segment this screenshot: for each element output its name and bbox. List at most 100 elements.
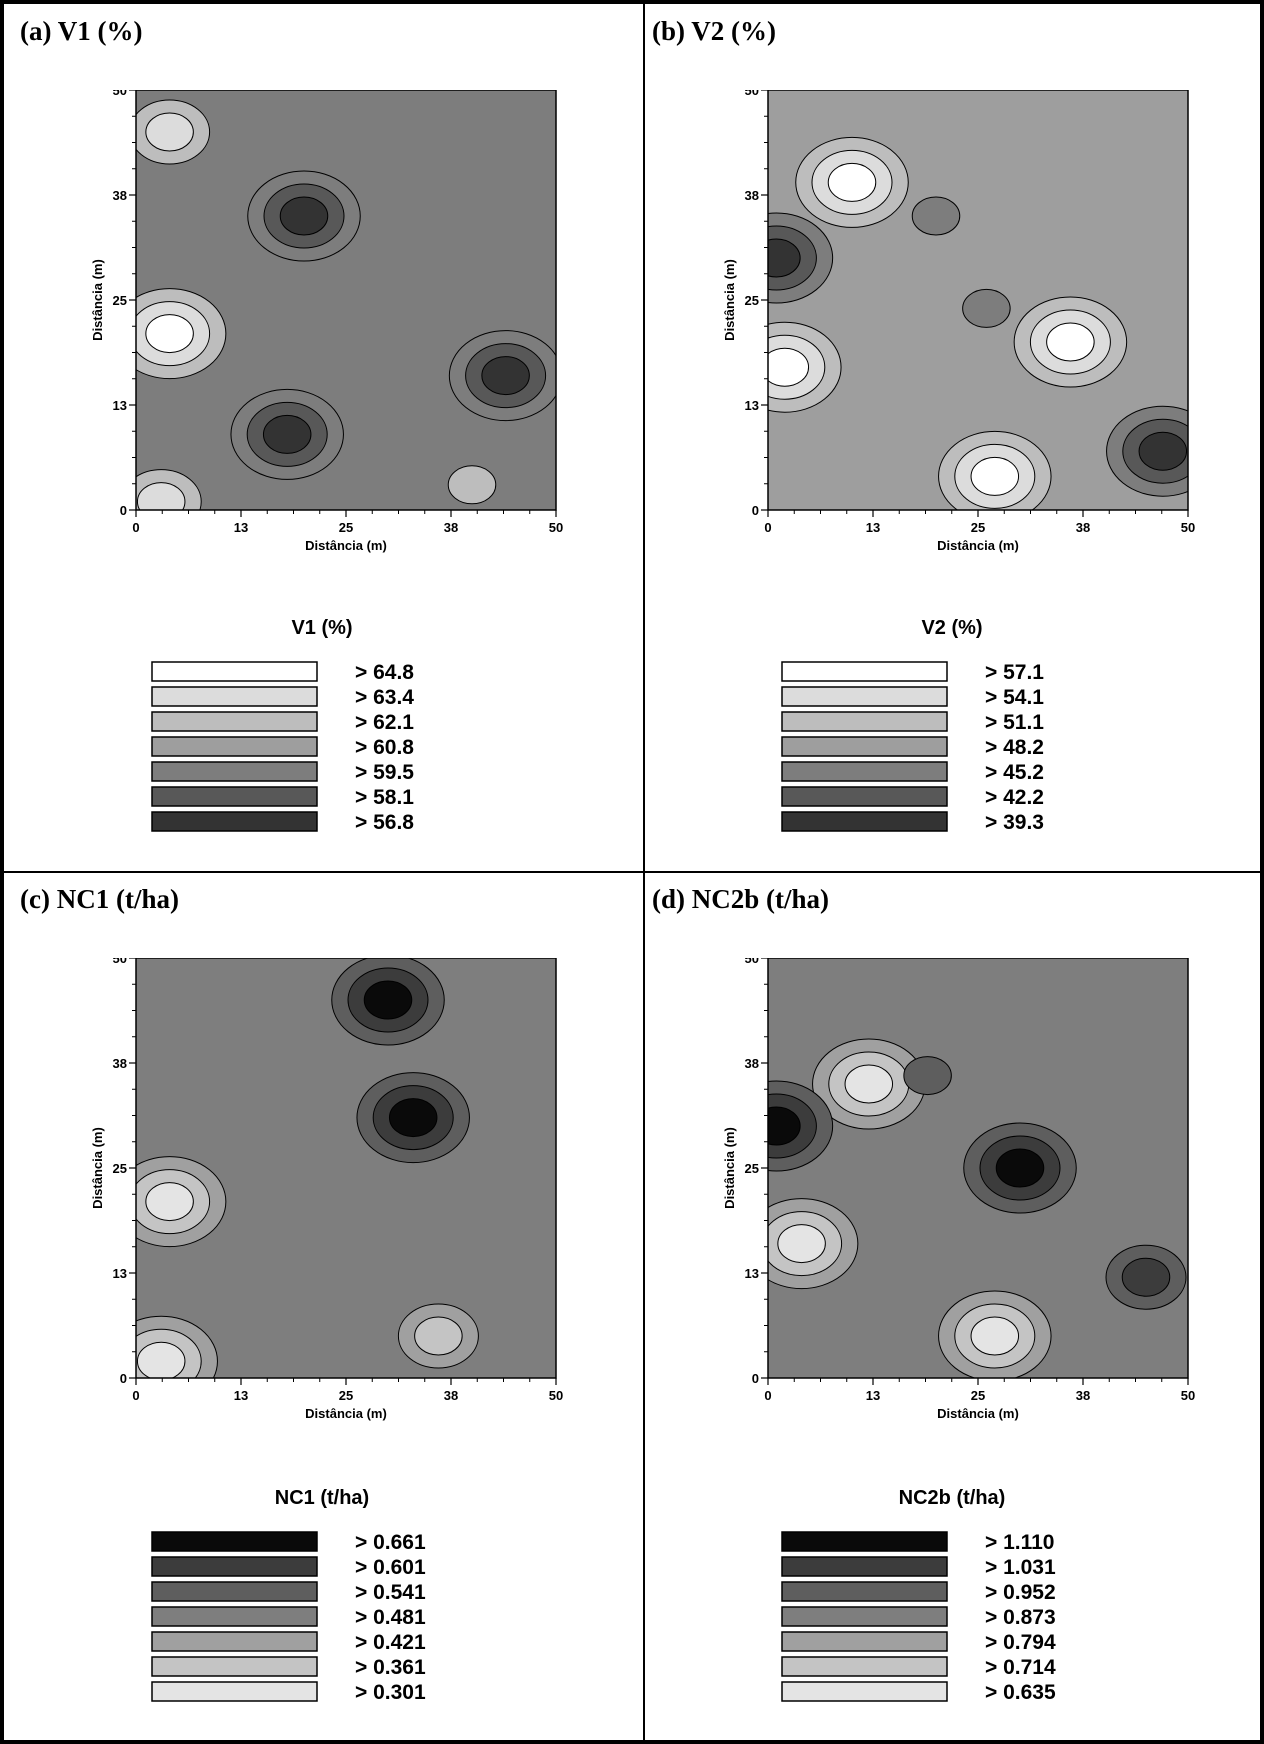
panel-title-a: (a) V1 (%) <box>20 16 143 46</box>
legend-label: > 57.1 <box>985 661 1044 684</box>
legend-swatch <box>781 711 948 732</box>
legend-swatch <box>151 1631 318 1652</box>
legend-svg-b: V2 (%)> 57.1> 54.1> 51.1> 48.2> 45.2> 42… <box>781 617 1044 834</box>
contour-region-3-2 <box>768 1106 801 1146</box>
legend-label: > 58.1 <box>355 786 414 809</box>
legend-swatch <box>781 1656 948 1677</box>
x-tick-label: 0 <box>764 1388 771 1403</box>
x-axis-label: Distância (m) <box>305 1406 387 1421</box>
contour-map-v1: 0 0 13 13 25 25 38 38 50 50 Distância (m) Distância… <box>80 83 580 565</box>
x-tick-label: 38 <box>444 1388 458 1403</box>
contour-region-5-0 <box>447 465 497 505</box>
legend-nc2b: NC2b (t/ha) > 1.110 > 1.031 > 0.952 > 0.873 >… <box>780 1482 1140 1737</box>
contour-region-5-2 <box>1138 431 1188 471</box>
legend-label: > 0.361 <box>355 1656 426 1679</box>
contour-region-2-2 <box>970 1316 1020 1356</box>
legend-swatch <box>781 786 948 807</box>
legend-label: > 0.421 <box>355 1631 426 1654</box>
x-tick-label: 50 <box>549 520 563 535</box>
legend-svg-c: NC1 (t/ha)> 0.661> 0.601> 0.541> 0.481> … <box>151 1487 426 1704</box>
y-tick-label: 0 <box>752 1371 759 1386</box>
y-tick-label: 0 <box>752 503 759 518</box>
contour-map-nc2b: 0 0 13 13 25 25 38 38 50 50 Distância (m) Distância… <box>712 951 1212 1433</box>
legend-label: > 42.2 <box>985 786 1044 809</box>
legend-swatch <box>151 1531 318 1552</box>
x-tick-label: 0 <box>132 520 139 535</box>
y-tick-label: 50 <box>113 958 127 966</box>
x-tick-label: 50 <box>549 1388 563 1403</box>
y-tick-label: 25 <box>113 1161 127 1176</box>
legend-swatch <box>781 1631 948 1652</box>
contour-plot-c: 00 13 13 25 25 38 38 50 50 Distância (m) Distância… <box>90 951 563 1421</box>
y-tick-label: 13 <box>113 398 127 413</box>
y-tick-label: 25 <box>113 293 127 308</box>
contour-region-4-2 <box>481 356 530 396</box>
legend-label: > 0.481 <box>355 1606 426 1629</box>
legend-swatch <box>781 686 948 707</box>
y-axis-label: Distância (m) <box>722 259 737 341</box>
x-axis-label: Distância (m) <box>937 1406 1019 1421</box>
y-tick-label: 50 <box>745 90 759 98</box>
legend-swatch <box>151 1581 318 1602</box>
legend-swatch <box>151 1606 318 1627</box>
panel-title-c: (c) NC1 (t/ha) <box>20 884 179 914</box>
legend-label: > 0.601 <box>355 1556 426 1579</box>
x-tick-label: 38 <box>1076 1388 1090 1403</box>
legend-swatch <box>151 811 318 832</box>
x-tick-label: 13 <box>234 520 248 535</box>
legend-swatch <box>781 761 948 782</box>
legend-label: > 0.794 <box>985 1631 1056 1654</box>
y-tick-label: 38 <box>113 188 127 203</box>
y-tick-label: 13 <box>113 1266 127 1281</box>
contour-region-7-0 <box>962 288 1011 328</box>
legend-label: > 48.2 <box>985 736 1044 759</box>
x-tick-label: 13 <box>234 1388 248 1403</box>
legend-swatch <box>151 761 318 782</box>
x-tick-label: 0 <box>132 1388 139 1403</box>
legend-label: > 0.952 <box>985 1581 1056 1604</box>
legend-title: V2 (%) <box>921 617 982 639</box>
legend-label: > 39.3 <box>985 811 1044 834</box>
contour-region-0-2 <box>777 1224 826 1264</box>
contour-plot-a: 00 13 13 25 25 38 38 50 50 Distância (m) Distância… <box>90 83 563 553</box>
panel-title-b: (b) V2 (%) <box>652 16 776 46</box>
y-axis-label: Distância (m) <box>90 1127 105 1209</box>
legend-label: > 63.4 <box>355 686 414 709</box>
contour-region-6-0 <box>903 1056 952 1096</box>
x-tick-label: 0 <box>764 520 771 535</box>
legend-label: > 0.541 <box>355 1581 426 1604</box>
legend-label: > 0.661 <box>355 1531 426 1554</box>
contour-region-0-2 <box>145 314 194 354</box>
contour-region-6-0 <box>911 196 961 236</box>
contour-region-6-1 <box>145 112 194 152</box>
legend-swatch <box>781 736 948 757</box>
contour-region-4-2 <box>995 1148 1045 1188</box>
contour-region-3-2 <box>1046 322 1095 362</box>
contour-plot-d: 00 13 13 25 25 38 38 50 50 Distância (m) Distância… <box>722 951 1195 1421</box>
y-tick-label: 38 <box>745 1056 759 1071</box>
legend-label: > 54.1 <box>985 686 1044 709</box>
contour-region-2-2 <box>279 196 329 236</box>
x-tick-label: 25 <box>971 520 985 535</box>
legend-swatch <box>781 1556 948 1577</box>
legend-swatch <box>151 1681 318 1702</box>
x-tick-label: 38 <box>444 520 458 535</box>
contour-region-1-2 <box>827 162 877 202</box>
legend-label: > 1.110 <box>985 1531 1055 1554</box>
y-tick-label: 13 <box>745 398 759 413</box>
y-tick-label: 50 <box>113 90 127 98</box>
legend-swatch <box>151 661 318 682</box>
y-axis-label: Distância (m) <box>722 1127 737 1209</box>
legend-label: > 64.8 <box>355 661 414 684</box>
y-axis-label: Distância (m) <box>90 259 105 341</box>
legend-label: > 60.8 <box>355 736 414 759</box>
y-tick-label: 38 <box>745 188 759 203</box>
y-tick-label: 25 <box>745 1161 759 1176</box>
contour-region-0-2 <box>768 347 810 387</box>
x-tick-label: 25 <box>339 520 353 535</box>
legend-label: > 0.714 <box>985 1656 1056 1679</box>
legend-swatch <box>151 1656 318 1677</box>
legend-svg-d: NC2b (t/ha)> 1.110> 1.031> 0.952> 0.873>… <box>781 1487 1056 1704</box>
legend-swatch <box>151 686 318 707</box>
